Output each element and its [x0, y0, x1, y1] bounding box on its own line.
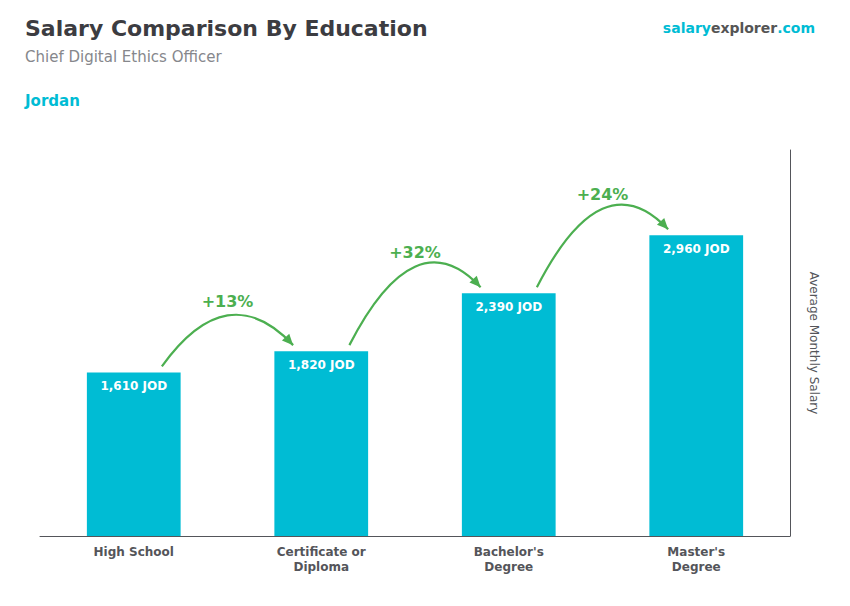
svg-text:Certificate or: Certificate or — [277, 545, 366, 559]
svg-text:Degree: Degree — [484, 560, 533, 574]
svg-text:1,610 JOD: 1,610 JOD — [100, 379, 167, 393]
svg-text:Degree: Degree — [672, 560, 721, 574]
svg-text:Salary Comparison By Education: Salary Comparison By Education — [25, 16, 428, 41]
svg-text:Bachelor's: Bachelor's — [474, 545, 544, 559]
svg-text:1,820 JOD: 1,820 JOD — [288, 358, 355, 372]
svg-text:2,960 JOD: 2,960 JOD — [663, 242, 730, 256]
svg-text:+24%: +24% — [577, 185, 629, 204]
svg-text:salary: salary — [663, 20, 711, 36]
svg-text:Jordan: Jordan — [24, 92, 80, 110]
svg-text:High School: High School — [94, 545, 174, 559]
svg-text:Chief Digital Ethics Officer: Chief Digital Ethics Officer — [25, 48, 222, 66]
svg-text:+13%: +13% — [202, 292, 254, 311]
svg-text:+32%: +32% — [389, 243, 441, 262]
svg-text:.com: .com — [777, 20, 815, 36]
svg-text:Diploma: Diploma — [293, 560, 349, 574]
svg-text:Average Monthly Salary: Average Monthly Salary — [807, 272, 821, 415]
svg-text:2,390 JOD: 2,390 JOD — [475, 300, 542, 314]
svg-text:Master's: Master's — [667, 545, 725, 559]
svg-text:explorer: explorer — [711, 20, 777, 36]
